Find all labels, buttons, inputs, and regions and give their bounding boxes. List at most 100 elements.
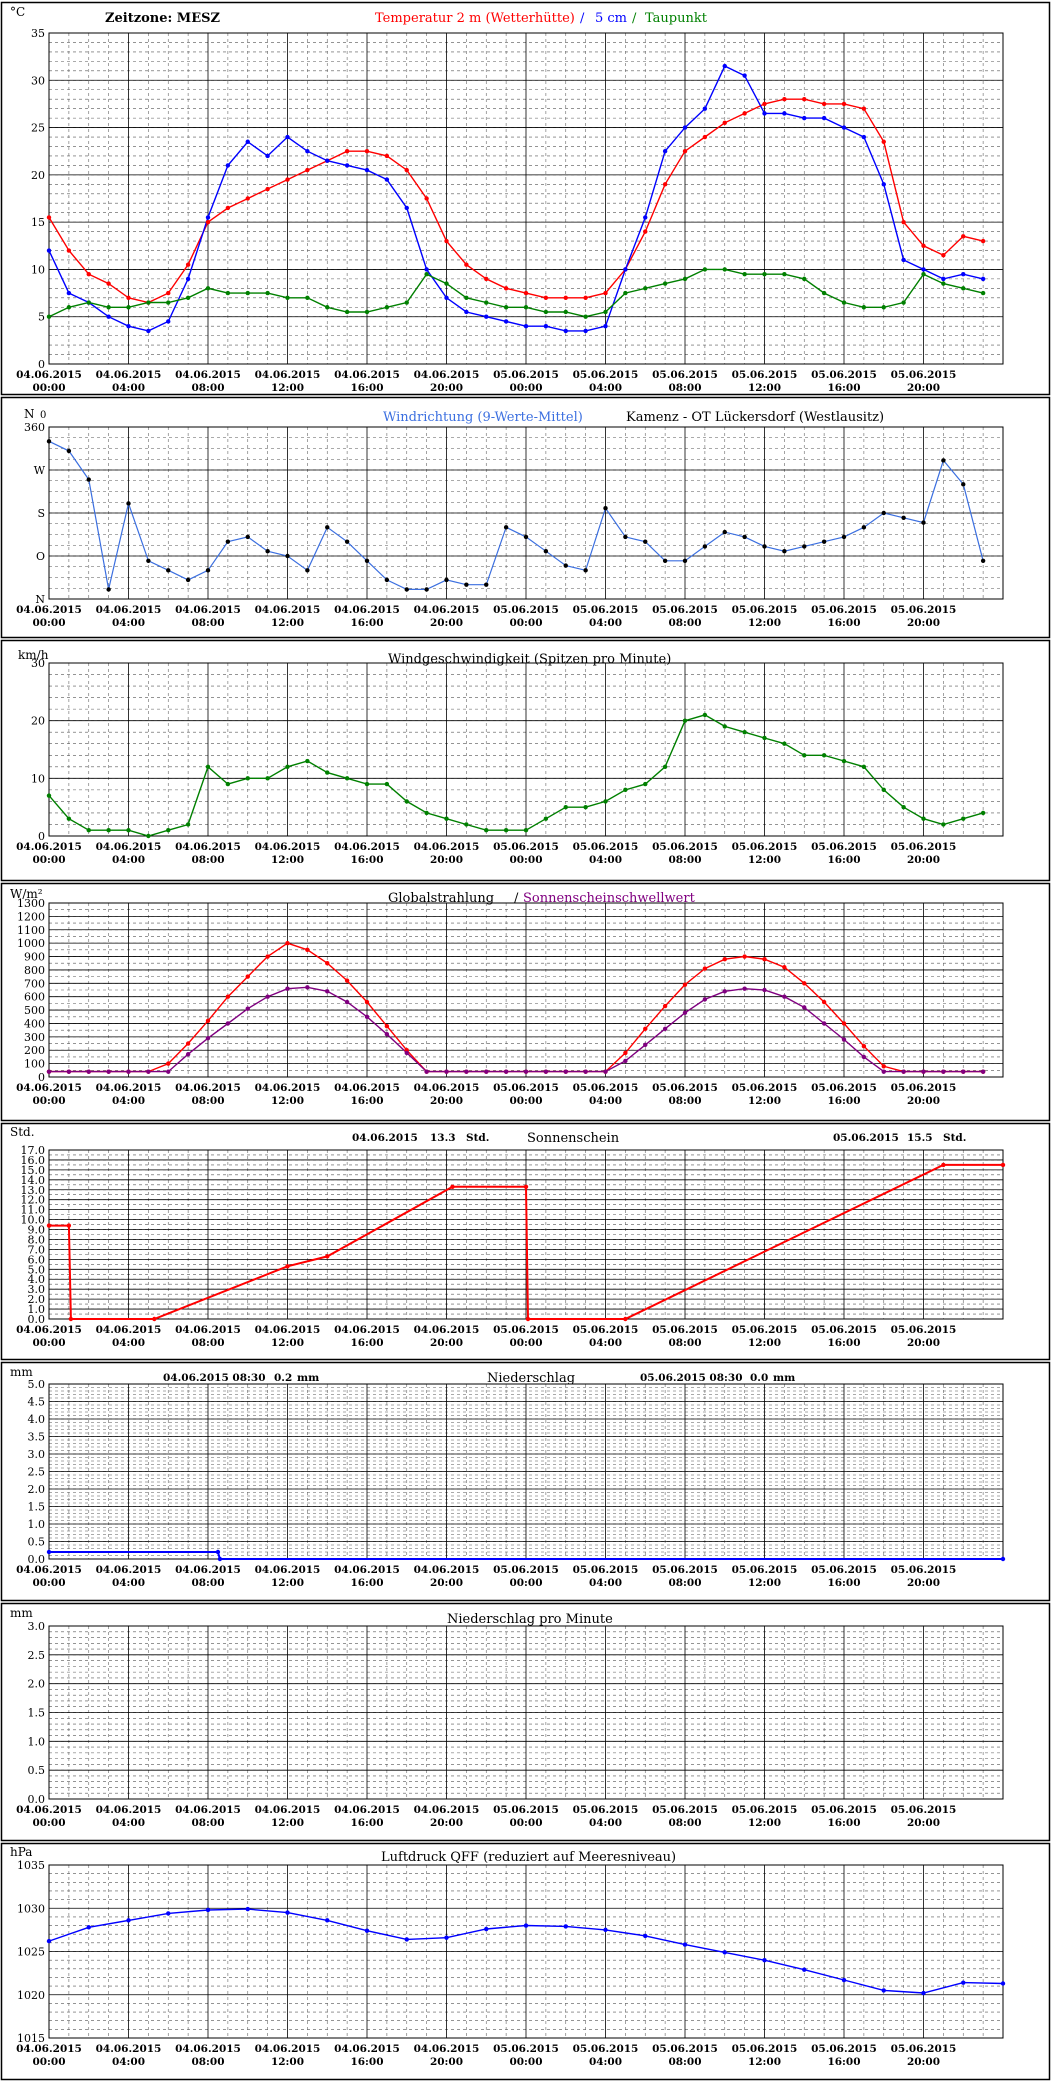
sunshine-threshold-point <box>782 994 787 999</box>
x-tick-time: 00:00 <box>32 1577 65 1589</box>
chart-title: Niederschlag <box>487 1371 575 1386</box>
x-tick-date: 04.06.2015 <box>414 604 480 616</box>
dewpoint-point <box>881 305 886 310</box>
y-tick-label: 6.0 <box>28 1253 46 1266</box>
temperature-point <box>86 271 91 277</box>
y-tick-label: 0 <box>38 830 45 843</box>
x-tick-date: 04.06.2015 <box>16 604 82 616</box>
wind-speed-point <box>802 753 807 758</box>
x-tick-time: 20:00 <box>907 2056 940 2068</box>
x-tick-date: 05.06.2015 <box>811 1082 877 1094</box>
chart-title: Globalstrahlung <box>388 891 494 906</box>
x-tick-time: 00:00 <box>509 1577 542 1589</box>
pressure-point <box>762 1957 767 1963</box>
pressure-point <box>86 1925 91 1930</box>
x-tick-time: 04:00 <box>589 617 622 629</box>
x-tick-time: 12:00 <box>748 2056 781 2068</box>
day1-date: 04.06.2015 08:30 <box>163 1372 266 1384</box>
pressure-point <box>285 1910 290 1915</box>
y-tick-label: 1300 <box>17 897 45 910</box>
dewpoint-point <box>941 281 946 286</box>
x-tick-time: 00:00 <box>509 2056 542 2068</box>
temperature-point <box>166 290 171 296</box>
x-tick-date: 05.06.2015 <box>652 1564 718 1576</box>
sunshine-threshold-point <box>344 999 350 1005</box>
y-tick-label: 2.0 <box>28 1678 46 1691</box>
sunshine-threshold-point <box>563 1069 568 1074</box>
y-tick-label: 800 <box>24 964 45 977</box>
wind-direction-point <box>86 477 91 482</box>
x-tick-date: 04.06.2015 <box>334 1564 400 1576</box>
wind-speed-point <box>66 816 72 821</box>
temperature-point <box>901 219 906 225</box>
x-tick-time: 04:00 <box>589 2056 622 2068</box>
y-tick-label: 20 <box>31 169 45 182</box>
wind-speed-point <box>106 828 111 833</box>
x-tick-time: 04:00 <box>112 382 145 394</box>
x-tick-date: 04.06.2015 <box>334 1082 400 1094</box>
temperature-point <box>782 97 787 102</box>
x-tick-time: 08:00 <box>191 1817 224 1829</box>
x-tick-date: 04.06.2015 <box>16 1082 82 1094</box>
sunshine-threshold-point <box>126 1069 131 1074</box>
wind-direction-point <box>583 568 588 573</box>
soil-5cm-point <box>66 290 72 296</box>
x-tick-time: 00:00 <box>32 617 65 629</box>
x-tick-date: 04.06.2015 <box>414 1804 480 1816</box>
y-tick-label: 10 <box>31 772 45 785</box>
temperature-point <box>762 101 767 107</box>
wind-direction-point <box>523 534 529 540</box>
y-tick-label: 2.5 <box>28 1466 46 1479</box>
temperature-point <box>225 205 231 211</box>
wind-speed-point <box>762 735 767 741</box>
y-tick-label: 200 <box>24 1044 45 1057</box>
soil-5cm-point <box>166 319 171 324</box>
sunshine-point <box>450 1184 455 1189</box>
soil-5cm-point <box>980 276 986 282</box>
wind-direction-point <box>325 525 330 530</box>
wind-direction-point <box>126 501 131 506</box>
x-tick-date: 04.06.2015 <box>16 1564 82 1576</box>
global-radiation-point <box>344 978 350 983</box>
x-tick-date: 05.06.2015 <box>732 1804 798 1816</box>
wind-direction-point <box>106 587 111 592</box>
y-tick-label: 30 <box>31 657 45 670</box>
x-tick-time: 08:00 <box>668 1095 701 1107</box>
sunshine-threshold-point <box>682 1010 688 1015</box>
wind-speed-point <box>464 822 469 827</box>
dewpoint-point <box>464 295 469 300</box>
sunshine-threshold-point <box>802 1005 807 1010</box>
global-radiation-point <box>742 954 747 959</box>
wind-speed-point <box>325 770 330 775</box>
y-tick-label: 1035 <box>17 1859 45 1872</box>
global-radiation-point <box>185 1041 191 1046</box>
soil-5cm-point <box>503 319 509 324</box>
pressure-point <box>1000 1981 1006 1986</box>
wind-direction-point <box>941 458 946 463</box>
wind-speed-point <box>484 828 489 833</box>
x-tick-time: 00:00 <box>509 854 542 866</box>
y-tick-label: 1030 <box>17 1902 45 1915</box>
x-tick-date: 04.06.2015 <box>96 369 162 381</box>
soil-5cm-point <box>802 115 807 121</box>
soil-5cm-point <box>285 134 290 140</box>
wind-speed-point <box>980 810 986 816</box>
x-tick-date: 04.06.2015 <box>96 1082 162 1094</box>
wind-speed-point <box>682 718 688 723</box>
x-tick-time: 04:00 <box>589 1577 622 1589</box>
sunshine-threshold-point <box>325 989 330 994</box>
temperature-point <box>563 295 568 300</box>
day1-unit: mm <box>297 1372 319 1384</box>
sunshine-threshold-point <box>364 1014 370 1019</box>
x-tick-date: 05.06.2015 <box>732 2043 798 2055</box>
temperature-point <box>404 167 409 173</box>
precipitation-point <box>215 1549 221 1555</box>
chart-title: Windrichtung (9-Werte-Mittel) <box>383 410 583 425</box>
y-tick-label: 0.5 <box>28 1764 46 1777</box>
sunshine-threshold-point <box>841 1037 847 1042</box>
temperature-point <box>126 295 131 300</box>
soil-5cm-point <box>205 215 211 220</box>
dewpoint-point <box>662 281 668 286</box>
wind-direction-line <box>48 440 984 591</box>
x-tick-time: 20:00 <box>907 854 940 866</box>
